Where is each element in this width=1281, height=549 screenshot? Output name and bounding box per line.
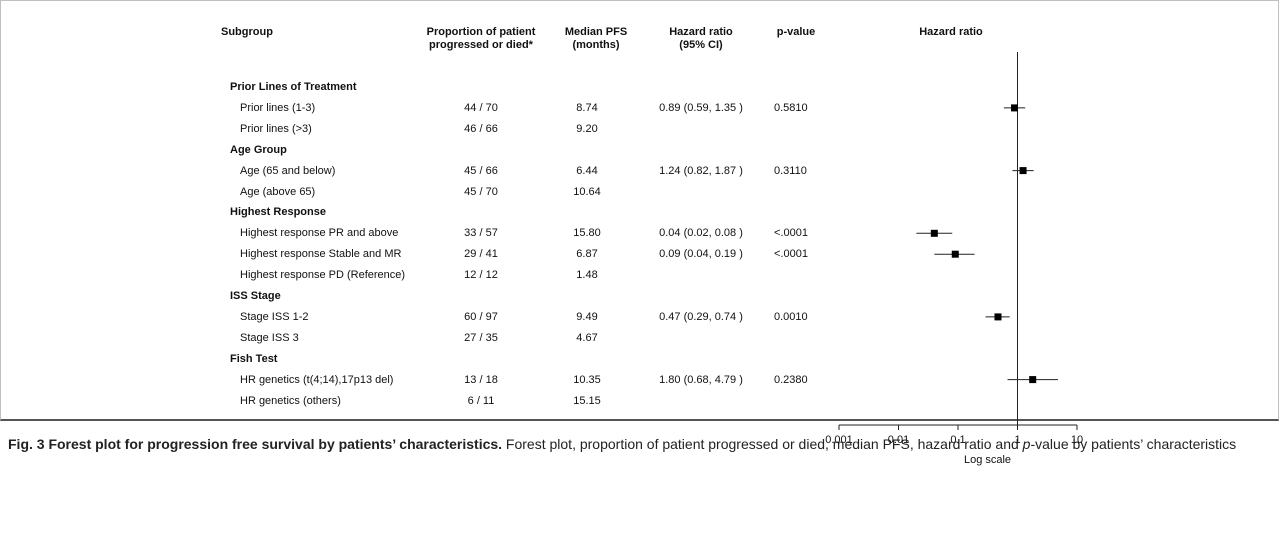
point-marker: [1029, 376, 1037, 384]
row-label: Stage ISS 1-2: [240, 310, 309, 323]
header-plot: Hazard ratio: [919, 26, 983, 38]
row-proportion: 45 / 70: [464, 185, 498, 198]
header-hazard-ratio: Hazard ratio (95% CI): [651, 26, 751, 52]
figure-frame: Subgroup Proportion of patient progresse…: [0, 0, 1279, 466]
row-median: 6.44: [576, 164, 598, 177]
row-pvalue: <.0001: [774, 227, 808, 240]
row-proportion: 6 / 11: [467, 394, 495, 407]
header-proportion-line2: progressed or died*: [429, 39, 533, 51]
row-proportion: 27 / 35: [464, 331, 498, 344]
row-median: 9.49: [576, 310, 598, 323]
row-median: 15.15: [573, 394, 601, 407]
row-proportion: 45 / 66: [464, 164, 498, 177]
row-median: 9.20: [576, 122, 598, 135]
row-proportion: 60 / 97: [464, 310, 498, 323]
row-label: Prior lines (>3): [240, 122, 312, 135]
row-hazard-ratio: 0.04 (0.02, 0.08 ): [659, 227, 743, 240]
row-hazard-ratio: 1.24 (0.82, 1.87 ): [659, 164, 743, 177]
header-hazard-ratio-line2: (95% CI): [679, 39, 723, 51]
row-proportion: 13 / 18: [464, 373, 498, 386]
group-label: Prior Lines of Treatment: [230, 81, 357, 93]
caption-text-before: Forest plot, proportion of patient progr…: [502, 436, 1023, 452]
x-tick-label: 1: [1014, 434, 1020, 446]
point-marker: [1019, 167, 1027, 175]
row-label: Age (65 and below): [240, 164, 336, 177]
group-label: Age Group: [230, 143, 287, 156]
row-proportion: 33 / 57: [464, 227, 498, 240]
x-tick-label: 0.1: [950, 434, 965, 446]
row-proportion: 12 / 12: [464, 269, 498, 282]
row-median: 4.67: [576, 331, 598, 344]
row-median: 10.64: [573, 185, 601, 198]
row-hazard-ratio: 1.80 (0.68, 4.79 ): [659, 373, 743, 386]
point-marker: [930, 229, 938, 237]
header-median-line2: (months): [572, 39, 620, 51]
point-marker: [1010, 104, 1018, 112]
group-label: Highest Response: [230, 206, 326, 219]
caption-text-after: -value by patients’ characteristics: [1030, 436, 1237, 452]
row-label: HR genetics (t(4;14),17p13 del): [240, 373, 394, 386]
row-label: Highest response PR and above: [240, 227, 399, 240]
row-proportion: 46 / 66: [464, 122, 498, 135]
header-proportion: Proportion of patient progressed or died…: [411, 26, 551, 52]
header-proportion-line1: Proportion of patient: [426, 26, 536, 38]
header-subgroup: Subgroup: [221, 26, 273, 38]
caption-italic: p: [1022, 436, 1031, 452]
row-pvalue: 0.5810: [774, 101, 808, 114]
point-marker: [994, 313, 1002, 321]
figure-caption: Fig. 3 Forest plot for progression free …: [8, 434, 1276, 455]
header-pvalue: p-value: [776, 26, 816, 38]
point-marker: [951, 250, 959, 258]
row-label: Highest response PD (Reference): [240, 269, 406, 282]
row-label: Prior lines (1-3): [240, 101, 316, 114]
row-label: Stage ISS 3: [240, 331, 299, 344]
row-pvalue: 0.2380: [774, 373, 808, 386]
forest-plot: 0.001 0.01 0.1 1 10 Log scale: [825, 52, 1083, 466]
row-pvalue: 0.0010: [774, 310, 808, 323]
row-hazard-ratio: 0.09 (0.04, 0.19 ): [659, 248, 743, 261]
row-label: HR genetics (others): [240, 394, 341, 407]
x-tick-label: 0.001: [825, 434, 853, 446]
row-median: 1.48: [576, 269, 598, 282]
row-median: 10.35: [573, 373, 601, 386]
header-hazard-ratio-line1: Hazard ratio: [669, 26, 733, 38]
row-pvalue: 0.3110: [774, 164, 807, 177]
header-median: Median PFS (months): [551, 26, 641, 52]
row-proportion: 29 / 41: [464, 248, 498, 261]
row-hazard-ratio: 0.89 (0.59, 1.35 ): [659, 101, 743, 114]
row-median: 15.80: [573, 227, 601, 240]
row-proportion: 44 / 70: [464, 101, 498, 114]
row-median: 8.74: [576, 101, 598, 114]
x-tick-label: 10: [1071, 434, 1083, 446]
row-label: Highest response Stable and MR: [240, 248, 402, 261]
group-label: ISS Stage: [230, 290, 281, 302]
row-hazard-ratio: 0.47 (0.29, 0.74 ): [659, 310, 743, 323]
x-tick-label: 0.01: [888, 434, 909, 446]
x-axis-label: Log scale: [964, 454, 1011, 466]
header-median-line1: Median PFS: [564, 26, 628, 38]
caption-title: Fig. 3 Forest plot for progression free …: [8, 436, 503, 452]
row-label: Age (above 65): [240, 185, 316, 198]
row-pvalue: <.0001: [774, 248, 808, 261]
row-median: 6.87: [576, 248, 598, 261]
group-label: Fish Test: [230, 352, 278, 365]
